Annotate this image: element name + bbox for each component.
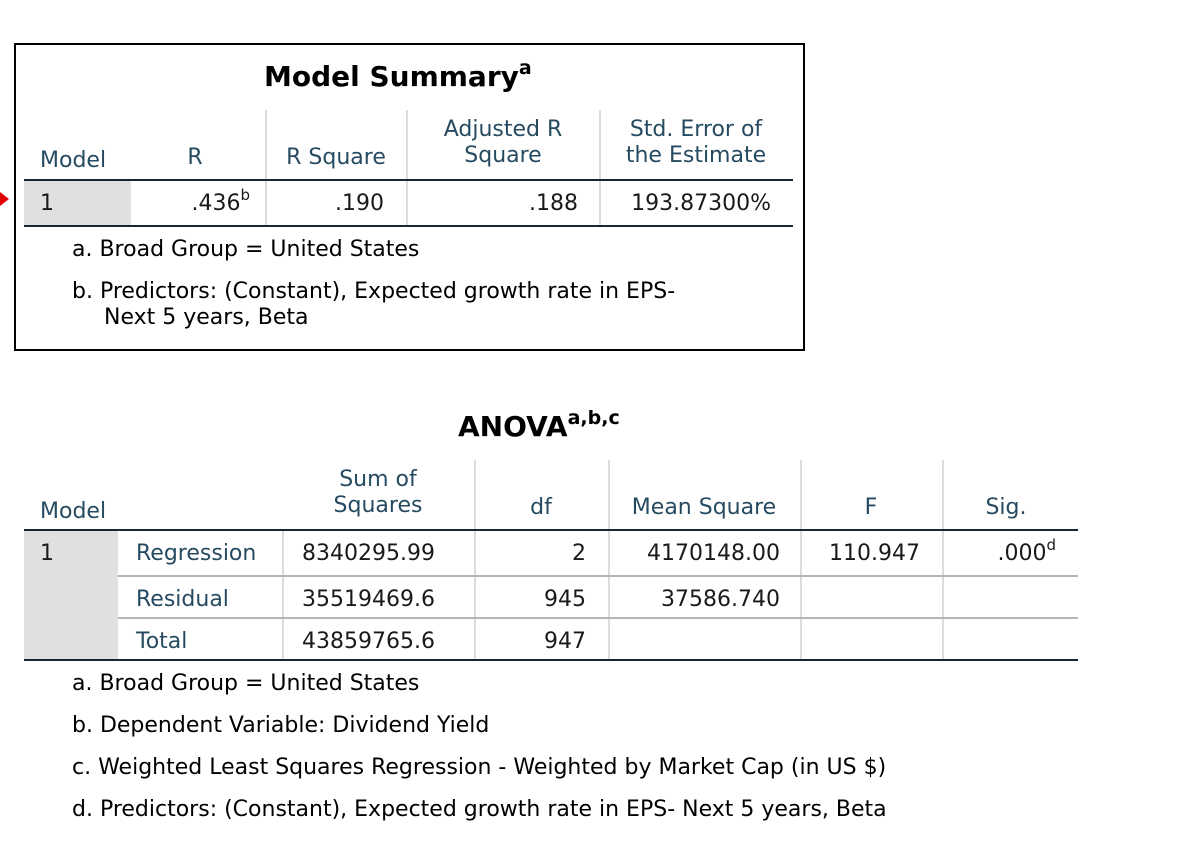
ms-header-std-error-line1: Std. Error of [629,117,763,142]
model-summary-title: Model Summarya [264,57,532,93]
anova-cell-mean-sq: 37586.740 [661,587,780,612]
ms-cell-r-square: .190 [335,191,384,216]
ms-header-r-square: R Square [286,145,386,170]
anova-footnote-a: a. Broad Group = United States [72,671,420,696]
anova-footnote-b: b. Dependent Variable: Dividend Yield [72,713,490,738]
anova-title-text: ANOVA [458,410,568,443]
anova-row-divider [118,617,1078,619]
ms-footnote-a: a. Broad Group = United States [72,237,420,262]
ms-cell-model: 1 [40,191,54,216]
ms-cell-r: .436b [140,186,260,218]
ms-cell-r-value: .436 [191,191,241,216]
col-separator [599,110,601,225]
ms-footnote-b-line1: b. Predictors: (Constant), Expected grow… [72,279,676,304]
anova-cell-f: 110.947 [829,541,920,566]
anova-row-label-residual: Residual [136,587,229,612]
anova-cell-sum-sq: 35519469.6 [302,587,435,612]
anova-title: ANOVAa,b,c [458,407,620,443]
anova-header-df: df [530,495,552,520]
anova-cell-df: 945 [544,587,586,612]
col-separator [265,110,267,225]
anova-header-sig: Sig. [985,495,1027,520]
col-separator [608,460,610,659]
anova-header-sum-sq-line1: Sum of [339,467,417,492]
anova-bottom-rule [24,659,1078,661]
col-separator [800,460,802,659]
anova-cell-sig-value: .000 [997,541,1047,566]
ms-cell-adj-r-square: .188 [529,191,578,216]
anova-header-sum-sq-line2: Squares [333,493,423,518]
anova-cell-sum-sq: 8340295.99 [302,541,435,566]
anova-label-bg [118,531,282,659]
anova-cell-mean-sq: 4170148.00 [647,541,780,566]
anova-cell-sig-footnote: d [1046,536,1056,554]
col-separator [942,460,944,659]
col-separator [282,530,284,659]
anova-cell-df: 947 [544,629,586,654]
anova-footnote-d: d. Predictors: (Constant), Expected grow… [72,797,887,822]
ms-row-label-shade [24,181,131,225]
ms-header-rule [24,179,793,181]
anova-footnote-c: c. Weighted Least Squares Regression - W… [72,755,887,780]
ms-header-std-error-line2: the Estimate [625,143,767,168]
ms-header-adj-r-square-line2: Square [464,143,542,168]
ms-header-model: Model [40,148,107,173]
anova-row-label-total: Total [136,629,188,654]
anova-header-model: Model [40,499,107,524]
ms-header-r: R [187,145,203,170]
model-summary-table-frame [14,43,805,351]
anova-header-rule [24,529,1078,531]
ms-footnote-b-line2: Next 5 years, Beta [104,305,309,330]
ms-cell-std-error: 193.87300% [631,191,771,216]
anova-title-footnotes: a,b,c [567,407,620,429]
anova-cell-model: 1 [40,541,54,566]
ms-bottom-rule [24,225,793,227]
model-summary-title-footnote: a [518,57,532,79]
col-separator [474,460,476,659]
anova-cell-sig: .000d [944,536,1056,568]
anova-model-shade [24,531,118,659]
row-marker-icon [0,192,9,206]
model-summary-title-text: Model Summary [264,60,519,93]
anova-row-label-regression: Regression [136,541,257,566]
anova-header-f: F [864,495,878,520]
ms-header-adj-r-square-line1: Adjusted R [443,117,563,142]
anova-row-divider [118,575,1078,577]
anova-header-mean-sq: Mean Square [631,495,777,520]
ms-cell-r-footnote: b [240,186,250,204]
anova-cell-sum-sq: 43859765.6 [302,629,435,654]
anova-cell-df: 2 [572,541,586,566]
col-separator [406,110,408,225]
